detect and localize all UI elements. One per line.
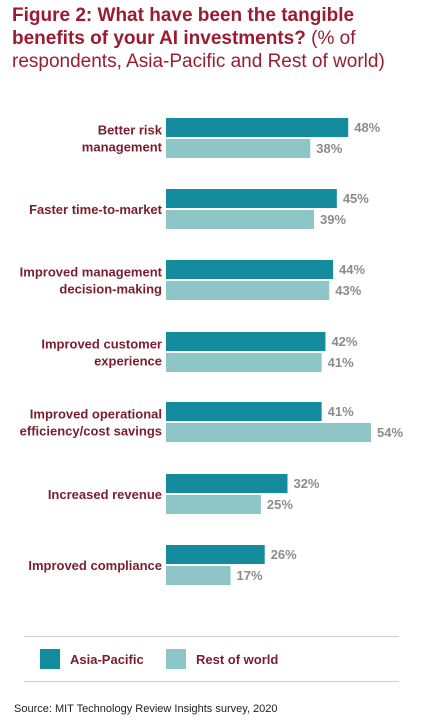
bar-group-increased-revenue: Increased revenue 32%25%: [48, 474, 320, 514]
category-label: Increased revenue: [48, 487, 162, 502]
data-label: 41%: [328, 355, 354, 370]
data-label: 43%: [335, 283, 361, 298]
data-label: 32%: [293, 476, 319, 491]
bar-rest-of-world: [166, 210, 315, 229]
chart-legend: Asia-Pacific Rest of world: [24, 636, 399, 682]
bar-asia-pacific: [166, 189, 337, 208]
bar-asia-pacific: [166, 118, 349, 137]
data-label: 41%: [328, 404, 354, 419]
bar-rest-of-world: [166, 423, 371, 442]
category-label: Improved management: [20, 265, 163, 280]
legend-swatch-asia-pacific: [40, 649, 60, 669]
legend-swatch-rest-of-world: [166, 649, 186, 669]
bar-group-improved-compliance: Improved compliance 26% 17%: [28, 545, 297, 585]
data-label: 17%: [237, 568, 263, 583]
data-label: 25%: [267, 497, 293, 512]
bar-rest-of-world: [166, 139, 311, 158]
bar-rest-of-world: [166, 566, 231, 585]
data-label: 48%: [354, 120, 380, 135]
legend-item-asia-pacific: Asia-Pacific: [40, 649, 144, 669]
data-label: 39%: [320, 212, 346, 227]
bar-rest-of-world: [166, 495, 261, 514]
bar-rest-of-world: [166, 353, 322, 372]
source-note: Source: MIT Technology Review Insights s…: [14, 703, 278, 715]
data-label: 45%: [343, 191, 369, 206]
category-label: Improved operational: [30, 407, 162, 422]
data-label: 54%: [377, 425, 403, 440]
chart-title-bold: Figure 2: What have been the tangible be…: [12, 5, 355, 49]
legend-item-rest-of-world: Rest of world: [166, 649, 278, 669]
chart-title: Figure 2: What have been the tangible be…: [12, 4, 412, 73]
bar-group-improved-customer-experience: Improved customer experience 42% 41%: [41, 332, 358, 372]
bar-rest-of-world: [166, 281, 330, 300]
legend-label-asia-pacific: Asia-Pacific: [70, 651, 144, 667]
category-label: Improved compliance: [28, 558, 162, 573]
chart-title-regular: (% of respondents, Asia-Pacific and Rest…: [12, 28, 385, 72]
bar-asia-pacific: [166, 474, 288, 493]
bar-group-improved-management-decision-making: Improved management decision-making 44% 43%: [20, 260, 365, 300]
data-label: 26%: [271, 547, 297, 562]
data-label: 44%: [339, 262, 365, 277]
bar-asia-pacific: [166, 545, 265, 564]
category-label: Better risk: [98, 123, 163, 138]
bar-group-improved-operational-efficiency-cost-savings: Improved operational efficiency/cost savi…: [20, 402, 403, 442]
data-label: 38%: [316, 141, 342, 156]
category-label: Faster time-to-market: [29, 202, 163, 217]
category-label: Improved customer: [41, 337, 162, 352]
bar-asia-pacific: [166, 402, 322, 421]
category-label: efficiency/cost savings: [20, 424, 162, 439]
category-label: management: [82, 140, 163, 155]
bar-group-better-risk-management: Better risk management 48% 38%: [82, 118, 381, 158]
bar-chart: Better risk management 48% 38% Faster time-t…: [20, 118, 403, 585]
data-label: 42%: [331, 334, 357, 349]
bar-asia-pacific: [166, 260, 334, 279]
category-label: experience: [94, 354, 162, 369]
category-label: decision-making: [59, 282, 162, 297]
bar-asia-pacific: [166, 332, 326, 351]
legend-label-rest-of-world: Rest of world: [196, 651, 279, 667]
bar-group-faster-time-to-market: Faster time-to-market 45% 39%: [29, 189, 369, 229]
